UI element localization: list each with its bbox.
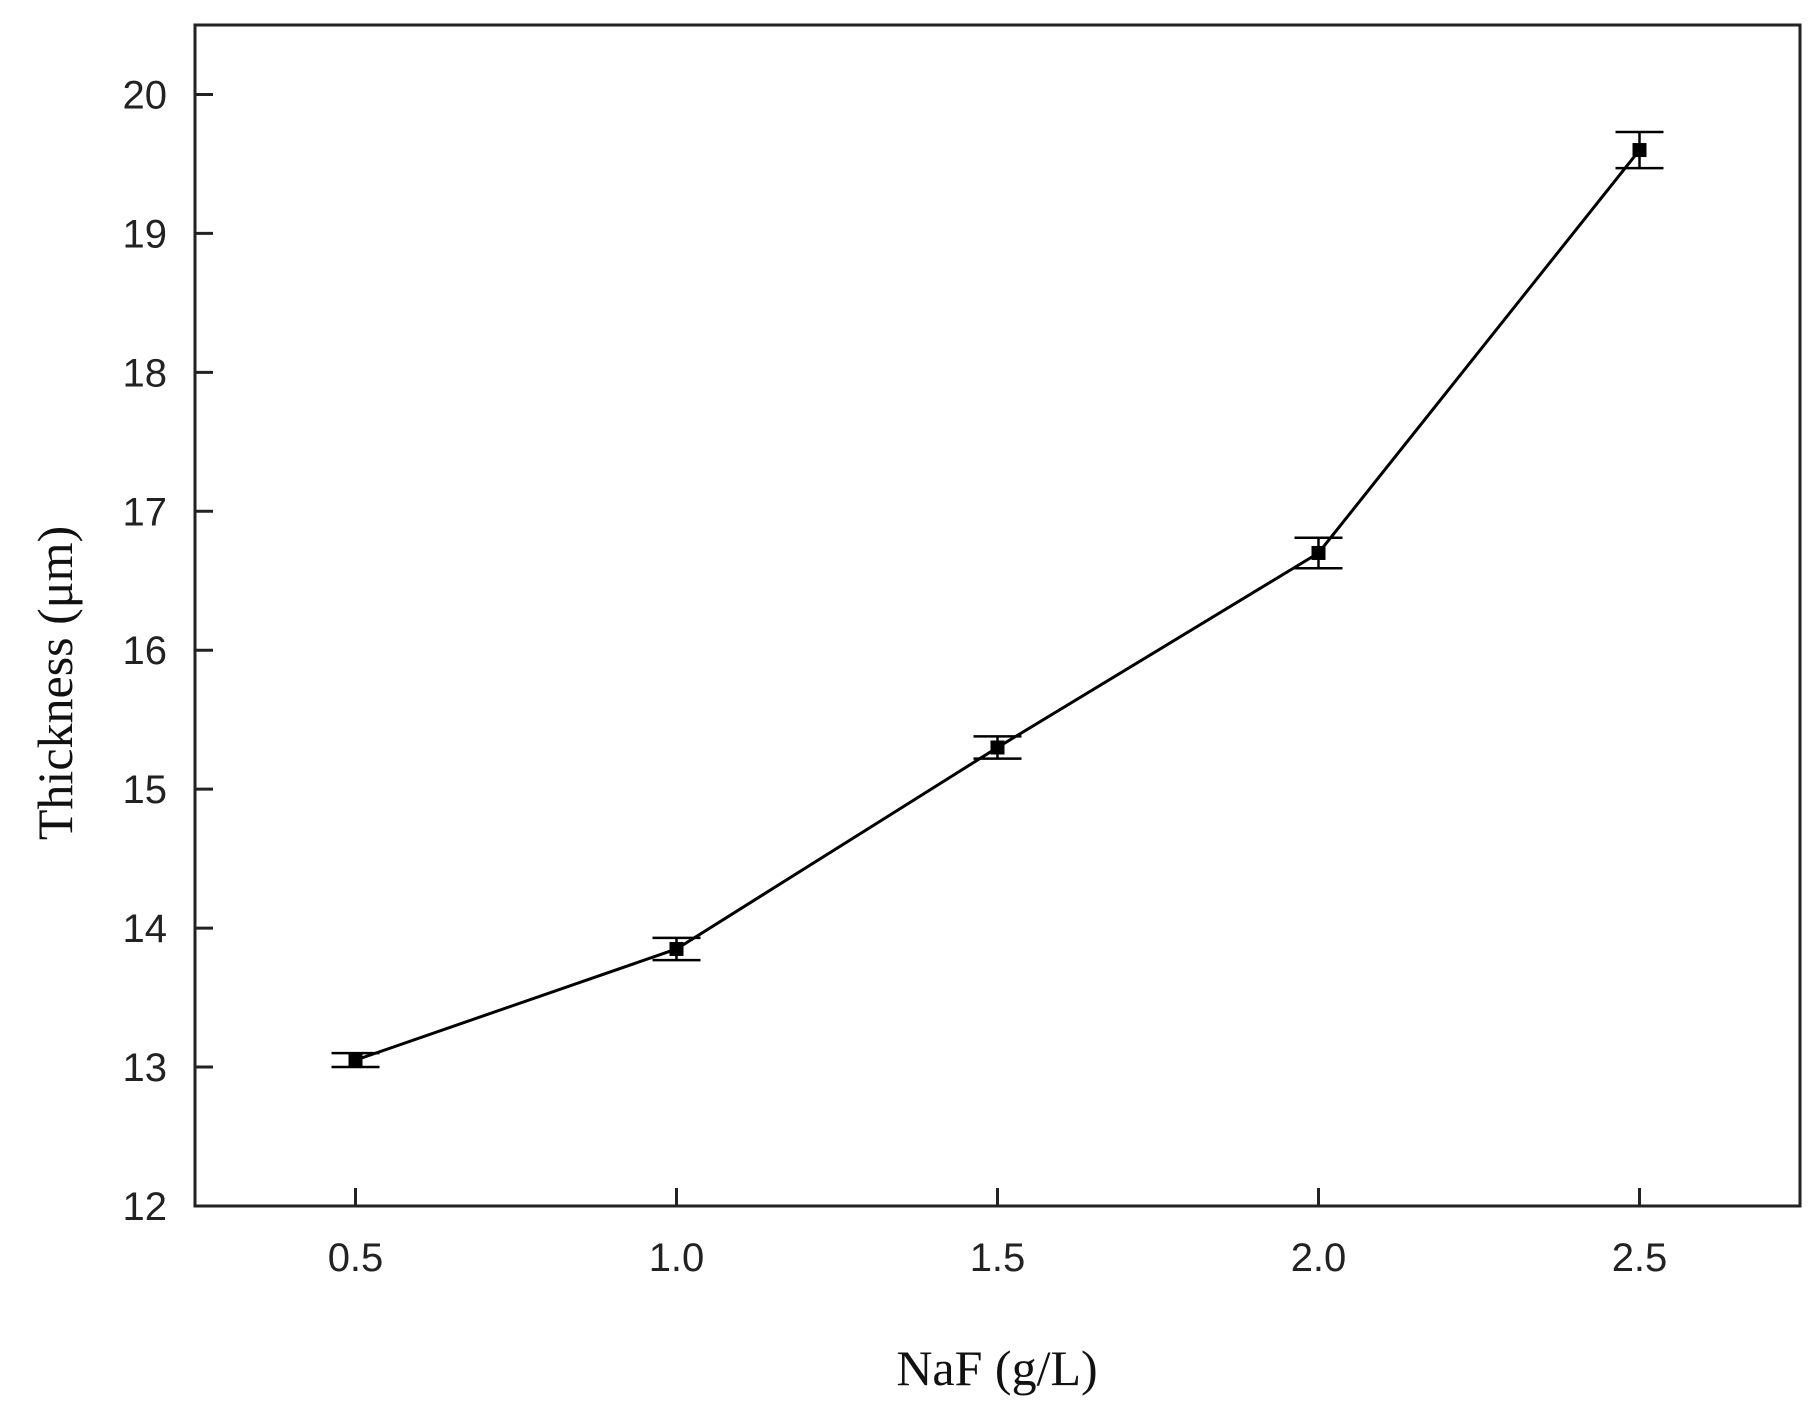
series-layer xyxy=(331,130,1664,1069)
x-axis: 0.5 1.0 1.5 2.0 2.5 xyxy=(328,1188,1668,1280)
plot-frame xyxy=(193,23,1802,1208)
y-tick-label: 17 xyxy=(123,490,168,534)
data-point xyxy=(1311,545,1326,560)
y-tick-label: 12 xyxy=(123,1185,168,1229)
x-tick-label: 2.5 xyxy=(1612,1236,1668,1280)
y-tick-label: 14 xyxy=(123,907,168,951)
series-line xyxy=(355,149,1641,1062)
x-tick-label: 2.0 xyxy=(1291,1236,1347,1280)
y-tick-label: 13 xyxy=(123,1046,168,1090)
x-tick-label: 1.0 xyxy=(649,1236,705,1280)
data-point xyxy=(348,1053,363,1068)
y-axis: 12 13 14 15 16 17 18 19 20 xyxy=(123,73,213,1229)
y-tick-label: 18 xyxy=(123,351,168,395)
y-tick-label: 19 xyxy=(123,212,168,256)
x-axis-title: NaF (g/L) xyxy=(896,1340,1097,1396)
data-point xyxy=(669,941,684,956)
x-tick-label: 1.5 xyxy=(970,1236,1026,1280)
y-axis-title: Thickness (μm) xyxy=(27,526,83,840)
y-tick-label: 16 xyxy=(123,629,168,673)
y-tick-label: 20 xyxy=(123,73,168,117)
data-point xyxy=(990,740,1005,755)
x-tick-label: 0.5 xyxy=(328,1236,384,1280)
data-point xyxy=(1632,143,1647,158)
y-tick-label: 15 xyxy=(123,768,168,812)
